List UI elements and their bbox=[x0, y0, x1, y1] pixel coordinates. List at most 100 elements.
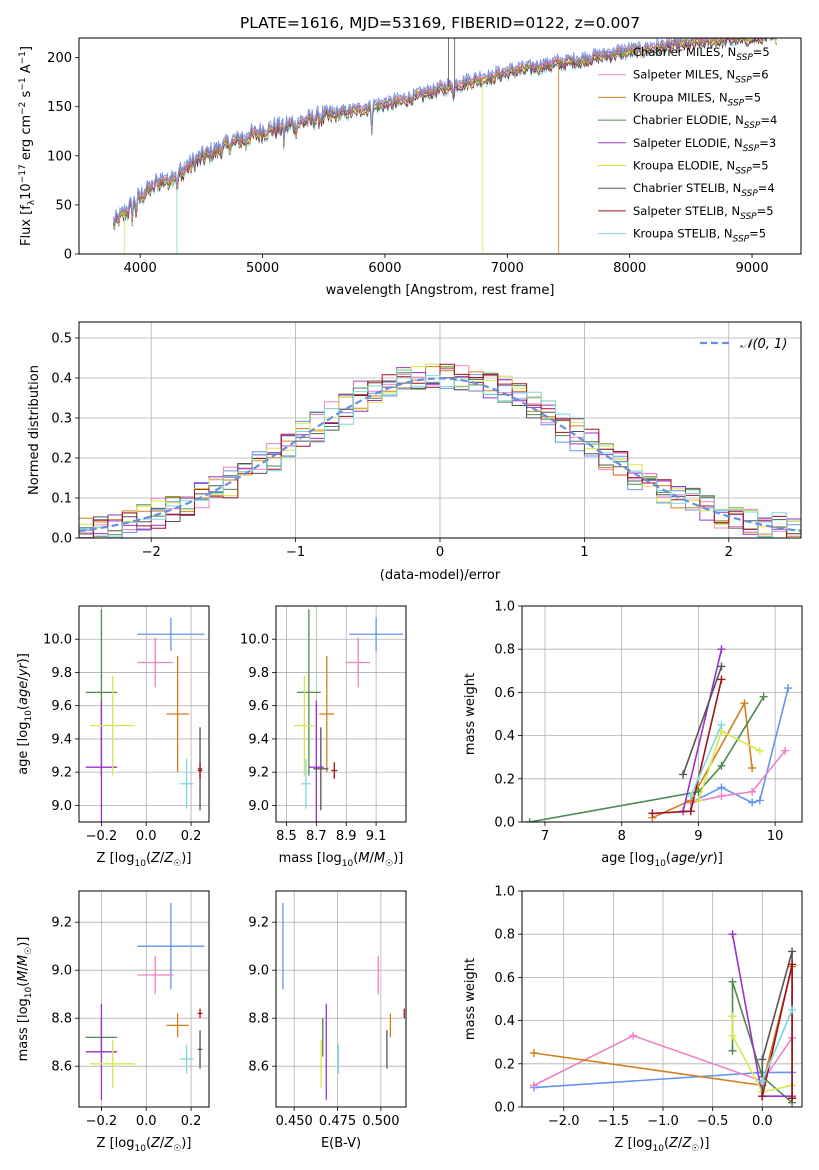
x-axis-label: mass [log10(M/M☉)] bbox=[279, 851, 404, 869]
massweight-vs-Z-axes bbox=[522, 890, 802, 1108]
x-tick-label: −2 bbox=[142, 545, 161, 560]
weight-marker bbox=[717, 792, 726, 801]
y-tick-label: 0.5 bbox=[51, 332, 72, 347]
mass-vs-Z-frame: −0.2 0.0 0.2 8.6 8.8 9.0 9.2 bbox=[51, 890, 210, 1129]
x-axis-label: wavelength [Angstrom, rest frame] bbox=[326, 283, 555, 298]
massweight-vs-age-plot bbox=[525, 645, 793, 822]
weight-line bbox=[761, 964, 793, 1099]
y-tick-label: 0.2 bbox=[51, 452, 72, 467]
weight-marker bbox=[728, 930, 737, 939]
y-tick-label: 10.0 bbox=[43, 633, 72, 648]
x-tick-label: −2.0 bbox=[548, 1114, 580, 1129]
y-tick-label: 9.2 bbox=[51, 766, 72, 781]
errorbar-point bbox=[331, 762, 338, 779]
weight-marker bbox=[728, 1031, 737, 1040]
residuals-frame: −2 −1 0 1 2 0.0 0.1 0.2 0.3 0.4 0.5 bbox=[51, 321, 802, 560]
y-tick-label: 150 bbox=[47, 100, 72, 115]
y-tick-label: 9.8 bbox=[51, 666, 72, 681]
weight-marker bbox=[529, 1081, 538, 1090]
residuals-plot bbox=[79, 363, 801, 538]
normal-curve bbox=[79, 377, 801, 533]
y-axis-label: mass [log10(M/M☉)] bbox=[16, 937, 34, 1062]
x-tick-label: 7 bbox=[541, 829, 549, 844]
weight-line bbox=[682, 649, 723, 812]
y-tick-label: 0.8 bbox=[494, 928, 515, 943]
x-tick-label: −0.5 bbox=[697, 1114, 729, 1129]
weight-marker bbox=[784, 684, 793, 693]
weight-marker bbox=[759, 692, 768, 701]
spectrum-line bbox=[112, 38, 723, 222]
errorbar-point bbox=[166, 655, 189, 773]
mass-vs-ebv-grid bbox=[276, 891, 406, 1107]
weight-marker bbox=[755, 746, 764, 755]
massweight-vs-age-grid bbox=[522, 605, 802, 823]
weight-series bbox=[758, 1005, 797, 1086]
y-axis-label: Flux [fλ10−17 erg cm−2 s−1 A−1] bbox=[18, 46, 37, 246]
x-tick-label: 9 bbox=[694, 829, 702, 844]
y-tick-label: 0.6 bbox=[494, 686, 515, 701]
errorbar-point bbox=[90, 1039, 136, 1088]
x-tick-label: 0.0 bbox=[136, 1114, 157, 1129]
x-tick-label: 8 bbox=[618, 829, 626, 844]
weight-series bbox=[679, 662, 726, 779]
errorbar-point bbox=[197, 1008, 203, 1019]
errorbar-point bbox=[197, 1030, 203, 1069]
y-tick-label: 100 bbox=[47, 149, 72, 164]
x-tick-label: 6000 bbox=[368, 261, 401, 276]
y-tick-label: 9.0 bbox=[51, 799, 72, 814]
x-tick-label: 0 bbox=[436, 545, 444, 560]
axes-frame bbox=[78, 605, 210, 823]
x-tick-label: 0.475 bbox=[319, 1114, 356, 1129]
weight-marker bbox=[717, 761, 726, 770]
axes-frame bbox=[275, 890, 407, 1108]
y-tick-label: 50 bbox=[55, 198, 72, 213]
residuals-grid bbox=[79, 322, 801, 539]
errorbar-point bbox=[349, 617, 404, 651]
x-tick-label: −1.5 bbox=[598, 1114, 630, 1129]
weight-series bbox=[686, 684, 793, 807]
weight-marker bbox=[788, 960, 797, 969]
residuals-axes bbox=[79, 322, 801, 539]
residual-legend: 𝒩(0, 1) bbox=[700, 337, 787, 352]
spectrum-line bbox=[112, 38, 777, 227]
weight-marker bbox=[748, 798, 757, 807]
x-axis-label: Z [log10(Z/Z☉)] bbox=[97, 851, 192, 869]
weight-series bbox=[648, 675, 726, 818]
weight-marker bbox=[679, 770, 688, 779]
x-tick-label: 8.7 bbox=[306, 829, 327, 844]
y-tick-label: 0.0 bbox=[51, 532, 72, 547]
weight-series bbox=[686, 720, 726, 801]
y-tick-label: 0.4 bbox=[494, 729, 515, 744]
errorbar-point bbox=[301, 758, 311, 809]
legend-label: Kroupa ELODIE, NSSP=5 bbox=[633, 159, 769, 177]
errorbar-point bbox=[137, 903, 205, 990]
age-vs-Z-plot bbox=[85, 609, 205, 822]
weight-marker bbox=[648, 809, 657, 818]
x-tick-label: 1 bbox=[580, 545, 588, 560]
legend-label: Chabrier STELIB, NSSP=4 bbox=[633, 181, 775, 199]
errorbar-point bbox=[85, 700, 118, 822]
weight-line bbox=[761, 1009, 793, 1082]
axes-frame bbox=[521, 605, 803, 823]
axes-frame bbox=[275, 605, 407, 823]
y-tick-label: 0.2 bbox=[494, 772, 515, 787]
y-tick-label: 9.2 bbox=[51, 916, 72, 931]
x-tick-label: −1.0 bbox=[647, 1114, 679, 1129]
errorbar-point bbox=[197, 762, 203, 779]
y-tick-label: 1.0 bbox=[494, 885, 515, 900]
x-tick-label: 4000 bbox=[124, 261, 157, 276]
spectrum-legend: Chabrier MILES, NSSP=5 Salpeter MILES, NS… bbox=[598, 45, 777, 245]
age-vs-mass-grid bbox=[276, 606, 406, 822]
massweight-vs-age-axes bbox=[522, 605, 802, 823]
x-tick-label: 0.2 bbox=[181, 1114, 202, 1129]
errorbar-point bbox=[137, 955, 174, 995]
spectrum-line bbox=[112, 38, 777, 226]
y-tick-label: 200 bbox=[47, 51, 72, 66]
errorbar-point bbox=[313, 727, 329, 811]
weight-marker bbox=[758, 1055, 767, 1064]
y-tick-label: 9.0 bbox=[51, 964, 72, 979]
weight-marker bbox=[717, 675, 726, 684]
x-tick-label: 9.1 bbox=[366, 829, 387, 844]
errorbar-point bbox=[296, 609, 321, 776]
age-vs-mass-frame: 8.5 8.7 8.9 9.1 9.0 9.2 9.4 9.6 9.8 10.0 bbox=[240, 605, 407, 844]
